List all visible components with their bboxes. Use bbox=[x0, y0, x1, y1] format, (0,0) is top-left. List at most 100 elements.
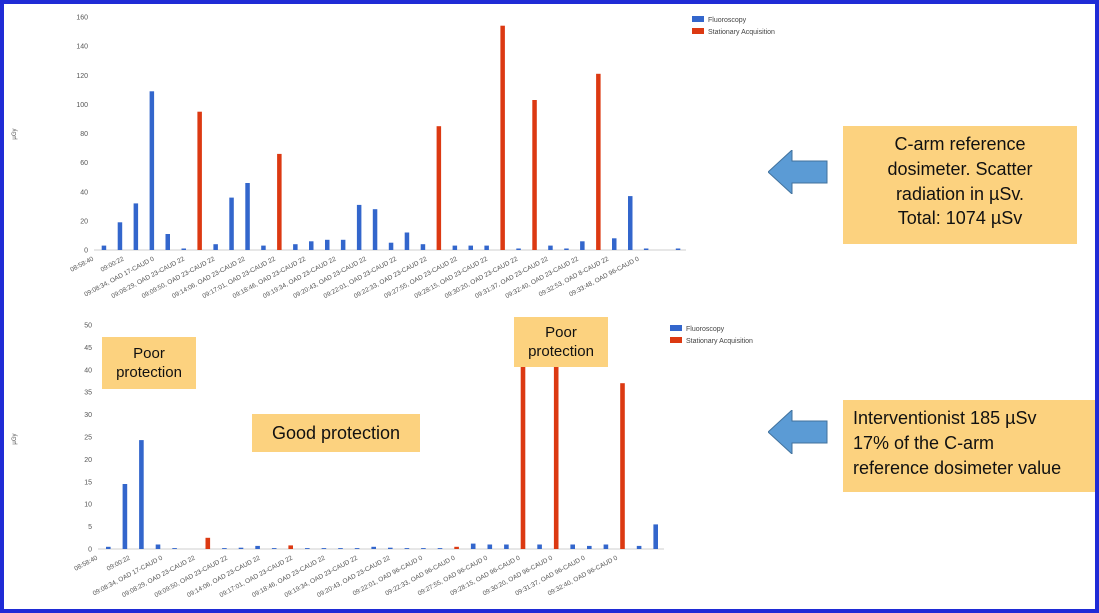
y-tick-label: 15 bbox=[84, 479, 92, 486]
fluoroscopy-bar bbox=[122, 484, 128, 549]
fluoroscopy-bar bbox=[437, 548, 443, 549]
y-tick-label: 30 bbox=[84, 412, 92, 419]
y-axis-label: µGy bbox=[12, 128, 18, 139]
fluoroscopy-bar bbox=[388, 242, 394, 250]
y-tick-label: 120 bbox=[76, 73, 88, 80]
stationary-acquisition-bar bbox=[596, 73, 601, 250]
fluoroscopy-bar bbox=[404, 232, 410, 250]
fluoroscopy-bar bbox=[603, 544, 609, 549]
stationary-acquisition-bar bbox=[205, 537, 211, 549]
left-arrow-icon-lower bbox=[768, 410, 828, 454]
fluoroscopy-bar bbox=[470, 543, 476, 549]
fluoroscopy-bar bbox=[570, 544, 575, 549]
callout-line: Total: 1074 µSv bbox=[897, 208, 1023, 229]
fluoroscopy-bar bbox=[372, 209, 378, 250]
fluoroscopy-bar bbox=[587, 545, 592, 549]
fluoroscopy-bar bbox=[133, 203, 139, 250]
poor-protection-left-text: Poor protection bbox=[116, 344, 182, 382]
legend-swatch-fluoroscopy bbox=[670, 325, 682, 331]
poor-protection-right-text: Poor protection bbox=[528, 323, 594, 361]
poor-protection-note-right: Poor protection bbox=[514, 317, 608, 367]
fluoroscopy-bar bbox=[172, 548, 177, 549]
callout-line: reference dosimeter value bbox=[853, 457, 1062, 478]
y-tick-label: 35 bbox=[84, 390, 92, 397]
fluoroscopy-bar bbox=[580, 241, 585, 250]
fluoroscopy-bar bbox=[371, 546, 376, 549]
fluoroscopy-bar bbox=[293, 244, 298, 250]
legend-label-stationary: Stationary Acquisition bbox=[708, 29, 775, 36]
stationary-acquisition-bar bbox=[288, 545, 293, 549]
good-protection-text: Good protection bbox=[271, 422, 401, 443]
callout-line: 17% of the C-arm bbox=[853, 432, 995, 453]
fluoroscopy-bar bbox=[106, 546, 111, 549]
fluoroscopy-bar bbox=[484, 245, 489, 250]
callout-line: radiation in µSv. bbox=[895, 183, 1025, 204]
x-tick-label: 08:58:40 bbox=[69, 255, 95, 273]
y-tick-label: 60 bbox=[80, 160, 88, 167]
stationary-acquisition-bar bbox=[454, 546, 459, 549]
stationary-acquisition-bar bbox=[500, 25, 505, 251]
y-tick-label: 20 bbox=[80, 218, 88, 225]
y-tick-label: 50 bbox=[84, 323, 92, 330]
fluoroscopy-bar bbox=[325, 239, 330, 250]
y-tick-label: 10 bbox=[84, 502, 92, 509]
y-tick-label: 40 bbox=[84, 367, 92, 374]
y-tick-label: 40 bbox=[80, 189, 88, 196]
fluoroscopy-bar bbox=[149, 91, 155, 250]
legend-label-fluoroscopy: Fluoroscopy bbox=[708, 17, 747, 24]
stationary-acquisition-bar bbox=[436, 126, 442, 250]
fluoroscopy-bar bbox=[309, 241, 314, 250]
fluoroscopy-bar bbox=[628, 196, 633, 250]
fluoroscopy-bar bbox=[321, 548, 327, 549]
callout-line: dosimeter. Scatter bbox=[887, 158, 1033, 179]
fluoroscopy-bar bbox=[504, 544, 509, 549]
fluoroscopy-bar bbox=[548, 245, 553, 250]
y-tick-label: 160 bbox=[76, 15, 88, 22]
fluoroscopy-bar bbox=[181, 248, 186, 250]
fluoroscopy-bar bbox=[653, 524, 658, 549]
fluoroscopy-bar bbox=[271, 548, 277, 549]
fluoroscopy-bar bbox=[117, 222, 123, 250]
legend-swatch-fluoroscopy bbox=[692, 16, 704, 22]
fluoroscopy-bar bbox=[612, 238, 617, 250]
fluoroscopy-bar bbox=[229, 197, 234, 250]
x-tick-label: 08:58:40 bbox=[73, 554, 99, 572]
fluoroscopy-bar bbox=[452, 245, 458, 250]
fluoroscopy-bar bbox=[238, 547, 244, 549]
fluoroscopy-bar bbox=[487, 544, 493, 549]
callout-line: C-arm reference bbox=[894, 134, 1026, 154]
x-tick-label: 09:00:22 bbox=[106, 554, 132, 572]
stationary-acquisition-bar bbox=[520, 356, 526, 549]
interventionist-callout: Interventionist 185 µSv 17% of the C-arm… bbox=[843, 400, 1095, 492]
y-tick-label: 20 bbox=[84, 457, 92, 464]
fluoroscopy-bar bbox=[643, 248, 649, 250]
fluoroscopy-bar bbox=[245, 183, 250, 250]
stationary-acquisition-bar bbox=[197, 111, 202, 250]
y-tick-label: 100 bbox=[76, 102, 88, 109]
y-tick-label: 5 bbox=[88, 524, 92, 531]
fluoroscopy-bar bbox=[537, 544, 542, 549]
fluoroscopy-bar bbox=[213, 244, 218, 250]
fluoroscopy-bar bbox=[404, 548, 410, 549]
fluoroscopy-bar bbox=[468, 245, 473, 250]
fluoroscopy-bar bbox=[421, 548, 426, 549]
stationary-acquisition-bar bbox=[620, 383, 625, 549]
fluoroscopy-bar bbox=[675, 248, 681, 250]
y-tick-label: 45 bbox=[84, 345, 92, 352]
stationary-acquisition-bar bbox=[553, 360, 559, 549]
legend-label-stationary: Stationary Acquisition bbox=[686, 338, 753, 345]
fluoroscopy-bar bbox=[354, 548, 360, 549]
poor-protection-note-left: Poor protection bbox=[102, 337, 196, 389]
y-tick-label: 0 bbox=[84, 248, 88, 255]
good-protection-note: Good protection bbox=[252, 414, 420, 452]
fluoroscopy-bar bbox=[516, 248, 521, 250]
stationary-acquisition-bar bbox=[532, 100, 537, 250]
fluoroscopy-bar bbox=[340, 239, 346, 250]
fluoroscopy-bar bbox=[165, 234, 170, 250]
legend-swatch-stationary bbox=[670, 337, 682, 343]
fluoroscopy-bar bbox=[101, 245, 107, 250]
fluoroscopy-bar bbox=[564, 248, 569, 250]
y-tick-label: 80 bbox=[80, 131, 88, 138]
